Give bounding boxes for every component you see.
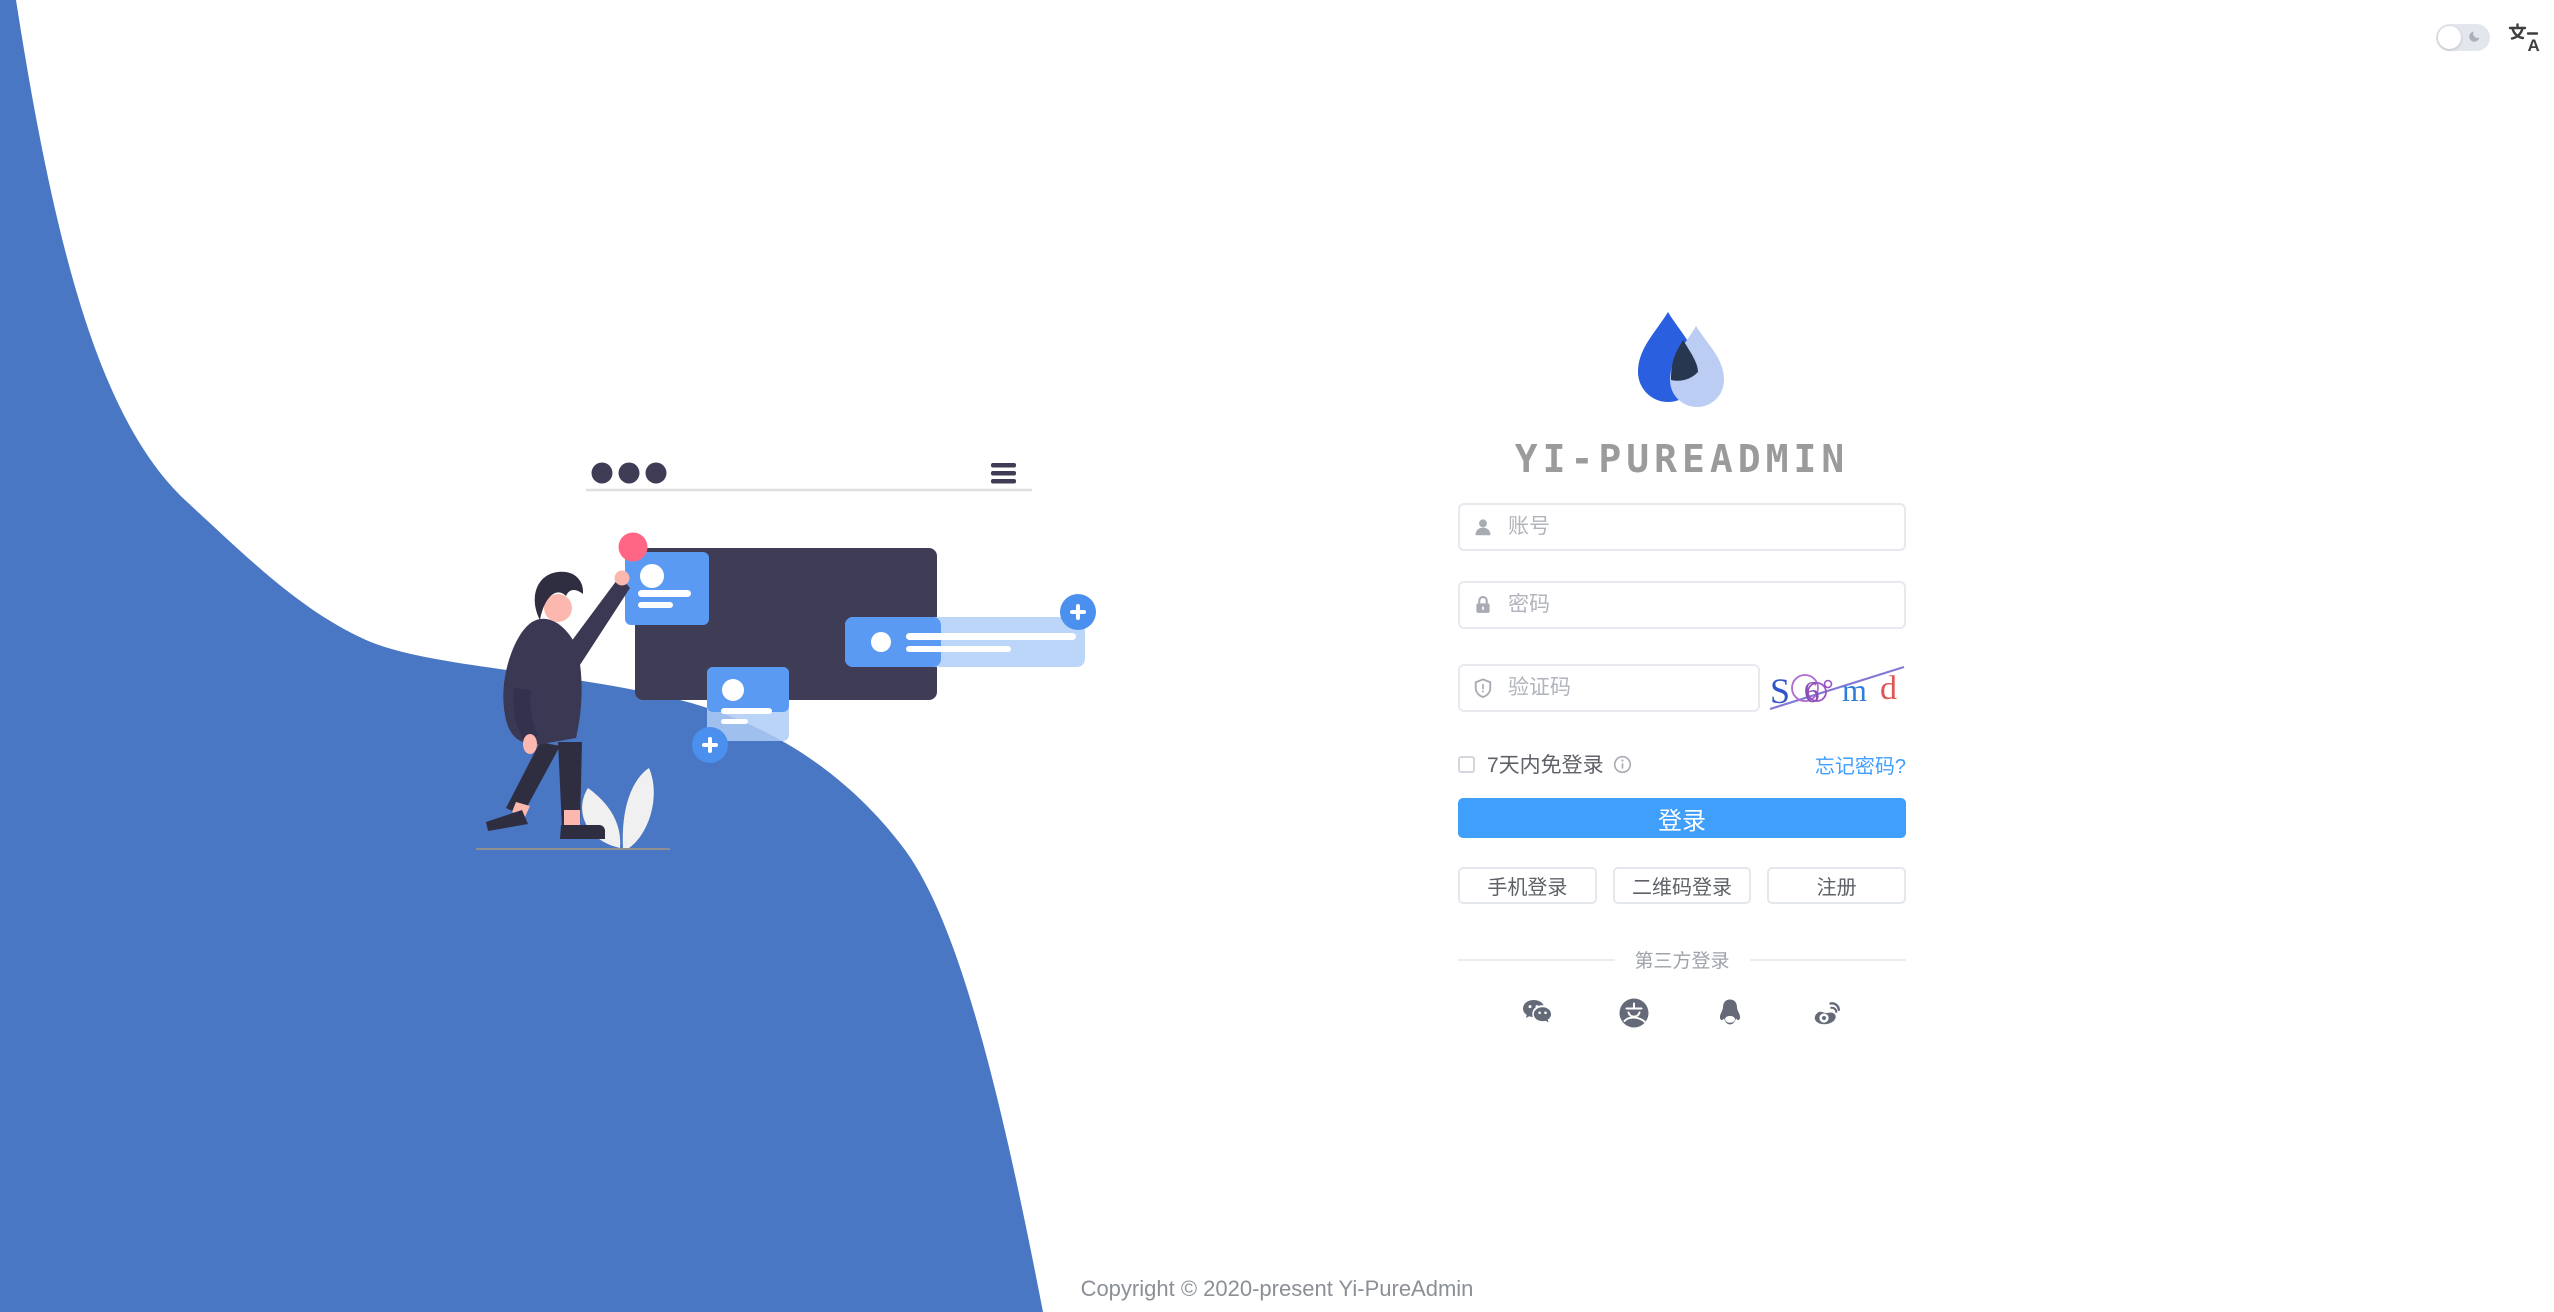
window-chrome-dots [591, 462, 667, 484]
forgot-password-link[interactable]: 忘记密码? [1814, 755, 1906, 778]
weibo-icon[interactable] [1808, 995, 1844, 1031]
captcha-image[interactable]: S 6 m d [1768, 659, 1906, 717]
svg-text:m: m [1842, 672, 1867, 708]
moon-icon [2469, 31, 2480, 42]
wechat-icon[interactable] [1520, 995, 1556, 1031]
svg-text:S: S [1770, 671, 1790, 711]
remember-checkbox[interactable] [1458, 755, 1475, 773]
remember-row: 7天内免登录 忘记密码? [1458, 749, 1906, 779]
divider-line [1458, 958, 1615, 961]
translate-icon[interactable]: A [2506, 20, 2540, 54]
logo-wrap [1458, 310, 1906, 419]
red-circle [618, 532, 648, 562]
top-controls: A [2436, 20, 2540, 54]
remember-label: 7天内免登录 [1487, 754, 1604, 777]
info-icon[interactable] [1613, 755, 1632, 774]
alipay-icon[interactable] [1616, 995, 1652, 1031]
password-field-wrap [1458, 581, 1906, 629]
theme-toggle[interactable] [2436, 23, 2490, 51]
captcha-input[interactable] [1458, 664, 1760, 712]
captcha-field-wrap [1458, 664, 1760, 712]
qrcode-login-button[interactable]: 二维码登录 [1612, 867, 1752, 904]
password-input[interactable] [1458, 581, 1906, 629]
login-panel: YI-PUREADMIN [1458, 310, 1907, 1031]
app-title: YI-PUREADMIN [1514, 437, 1850, 481]
login-button[interactable]: 登录 [1458, 798, 1906, 838]
svg-text:6: 6 [1802, 675, 1821, 710]
alt-login-row: 手机登录 二维码登录 注册 [1458, 867, 1907, 904]
register-button[interactable]: 注册 [1767, 867, 1907, 904]
shield-icon [1474, 678, 1492, 699]
svg-text:d: d [1880, 670, 1897, 707]
account-field-wrap [1458, 503, 1906, 551]
account-input[interactable] [1458, 503, 1906, 551]
user-icon [1475, 519, 1491, 536]
lock-icon [1476, 596, 1490, 613]
svg-text:A: A [2528, 36, 2540, 54]
theme-toggle-knob [2438, 25, 2461, 49]
third-party-divider: 第三方登录 [1458, 946, 1907, 973]
phone-login-button[interactable]: 手机登录 [1458, 867, 1597, 904]
captcha-row: S 6 m d [1458, 659, 1906, 717]
divider-text: 第三方登录 [1634, 951, 1730, 972]
hamburger-icon [991, 463, 1016, 484]
login-illustration [476, 462, 1096, 850]
person [486, 570, 630, 839]
leaf [582, 768, 654, 848]
qq-icon[interactable] [1712, 995, 1748, 1031]
card-b [692, 667, 789, 763]
divider-line [1749, 958, 1907, 961]
card-a [625, 552, 709, 625]
copyright-text: Copyright © 2020-present Yi-PureAdmin [1080, 1276, 1474, 1301]
app-logo [1638, 312, 1724, 407]
social-login-row [1458, 995, 1906, 1031]
right-bar [845, 594, 1096, 667]
